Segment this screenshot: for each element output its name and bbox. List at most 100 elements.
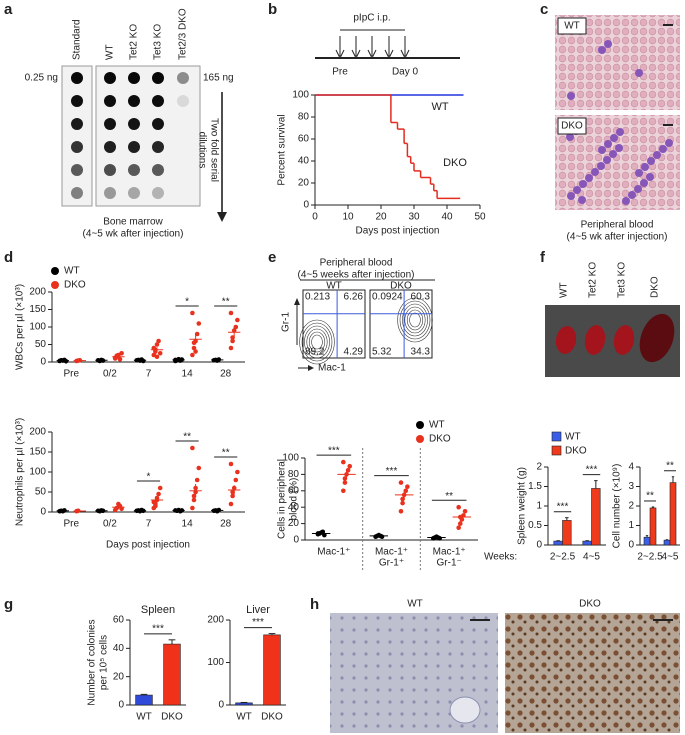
- legend-marker: [51, 267, 59, 275]
- image-label-box: [557, 17, 587, 35]
- significance-label: **: [666, 460, 674, 471]
- x-tick-label: 7: [146, 369, 152, 380]
- timeline-label: Day 0: [392, 67, 419, 78]
- cell: [598, 146, 606, 154]
- bar: [263, 634, 281, 706]
- arrow-head: [400, 49, 410, 60]
- blot-dot: [152, 118, 164, 130]
- blot-dot: [152, 187, 164, 199]
- data-point: [457, 521, 463, 526]
- y-tick-label: 100: [29, 467, 46, 478]
- data-point: [400, 500, 405, 506]
- cell: [634, 185, 642, 193]
- y-tick-label: 100: [292, 90, 309, 101]
- y-tick-label: 20: [298, 178, 310, 189]
- y-tick-label: 0.5: [528, 520, 542, 531]
- x-tick-label: 2~2.5: [550, 552, 576, 563]
- bar: [663, 539, 671, 546]
- cell: [635, 169, 643, 177]
- contour: [311, 334, 323, 350]
- image-label: DKO: [579, 599, 601, 610]
- data-point: [196, 465, 202, 471]
- caption: (4~5 wk after injection): [567, 232, 668, 243]
- y-tick-label: 40: [288, 502, 300, 513]
- cell: [603, 156, 611, 164]
- quadrant-value: 4.29: [344, 347, 364, 358]
- spleen: [584, 325, 606, 355]
- y-tick-label: 2: [536, 462, 542, 473]
- data-point: [228, 310, 234, 316]
- significance-label: **: [646, 491, 654, 502]
- data-point: [341, 488, 346, 494]
- bar: [582, 540, 592, 546]
- y-tick-label: 60: [298, 134, 310, 145]
- blot-dot: [71, 164, 83, 176]
- cell: [598, 46, 606, 54]
- lane-label: Tet3 KO: [617, 262, 628, 298]
- significance-label: **: [445, 491, 453, 502]
- contour: [308, 331, 326, 353]
- bar: [553, 540, 563, 546]
- weeks-label: Weeks:: [484, 552, 517, 563]
- data-point: [347, 463, 353, 469]
- panel-letter: e: [268, 249, 276, 266]
- legend-marker: [416, 421, 424, 429]
- data-point: [151, 499, 157, 505]
- chart-title: Spleen: [141, 604, 175, 616]
- data-point: [191, 345, 197, 351]
- amount-label: 165 ng: [203, 73, 234, 84]
- spleen: [555, 326, 577, 354]
- blot-dot: [104, 72, 116, 84]
- data-point: [154, 354, 160, 360]
- legend-label: WT: [429, 420, 445, 431]
- legend-label: DKO: [64, 280, 86, 291]
- blot-dot: [128, 72, 140, 84]
- data-point: [341, 459, 346, 465]
- x-tick-label: Mac-1⁺: [317, 547, 350, 558]
- plot-name: DKO: [390, 281, 412, 292]
- cell: [578, 196, 586, 204]
- x-tick-label: DKO: [261, 712, 283, 723]
- x-tick-label: 2~2.5: [637, 552, 663, 563]
- data-point: [156, 491, 161, 497]
- lane-label: DKO: [650, 276, 661, 298]
- image-label: WT: [407, 599, 423, 610]
- bar: [235, 702, 253, 706]
- x-tick-label: Mac-1⁺: [433, 547, 466, 558]
- y-tick-label: 100: [29, 322, 46, 333]
- data-point: [191, 497, 197, 503]
- data-point: [456, 504, 461, 510]
- arrow-head: [294, 298, 300, 305]
- x-tick-label: 7: [146, 519, 152, 530]
- significance-label: *: [185, 297, 189, 308]
- contour: [409, 312, 421, 328]
- data-point: [437, 536, 442, 541]
- quadrant-value: 0.213: [305, 292, 330, 303]
- plot-title: (4~5 weeks after injection): [297, 270, 414, 281]
- blot-dot: [71, 95, 83, 107]
- x-tick-label: 14: [182, 519, 194, 530]
- quadrant-value: 89.2: [305, 347, 325, 358]
- y-tick-label: 1.5: [528, 481, 542, 492]
- x-tick-label: 40: [441, 212, 453, 223]
- cell: [597, 162, 605, 170]
- x-tick-label: 0: [312, 212, 318, 223]
- y-tick-label: 20: [288, 518, 300, 529]
- cell: [640, 179, 648, 187]
- arrow-head: [308, 365, 314, 371]
- y-tick-label: 40: [113, 643, 125, 654]
- significance-label: *: [147, 472, 151, 483]
- panel-letter: g: [4, 596, 13, 613]
- blot-dot: [71, 72, 83, 84]
- caption: Peripheral blood: [581, 220, 654, 231]
- legend-marker: [551, 445, 562, 456]
- contour: [397, 297, 433, 343]
- cell: [616, 128, 624, 136]
- data-point: [151, 345, 157, 351]
- blot-dot: [104, 187, 116, 199]
- legend-marker: [51, 281, 59, 289]
- caption: (4~5 wk after injection): [83, 229, 184, 240]
- significance-label: **: [222, 297, 230, 308]
- data-point: [157, 350, 163, 356]
- y-tick-label: 80: [298, 112, 310, 123]
